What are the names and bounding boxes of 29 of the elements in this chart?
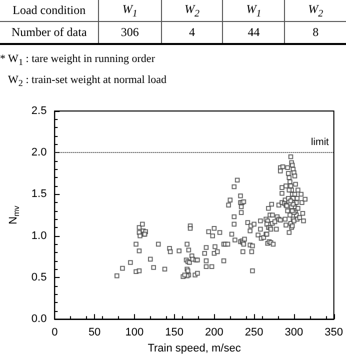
y-tick-label: 1.0 (31, 230, 47, 242)
x-tick-label: 0 (52, 326, 58, 339)
x-tick-label: 150 (165, 326, 184, 339)
x-tick-label: 100 (125, 326, 144, 339)
text: 306 (120, 25, 139, 40)
y-tick-label: 0.0 (31, 313, 47, 326)
text: Number of data (11, 25, 87, 40)
text: W$_{2}$ (308, 2, 324, 20)
text: 8 (312, 25, 319, 40)
x-tick-label: 200 (205, 326, 224, 339)
y-tick-label: 2.5 (31, 105, 47, 117)
text: W$_{1}$ (122, 2, 138, 20)
x-tick-label: 50 (88, 326, 101, 339)
text: * W$_{1}$ : tare weight in running order (0, 53, 155, 68)
text: W$_{1}$ (246, 2, 262, 20)
x-tick-label: 250 (244, 326, 264, 339)
y-axis-title: Nmv (8, 206, 21, 224)
text: 44 (248, 25, 260, 40)
y-tick-label: 0.5 (31, 271, 47, 284)
text: W$_{2}$ (184, 2, 200, 20)
ref-line-label: limit (311, 137, 330, 148)
text: W$_{2}$ : train-set weight at normal load (8, 74, 167, 88)
text: 4 (188, 25, 195, 40)
x-axis-title: Train speed, m/sec (148, 342, 242, 354)
y-tick-label: 1.5 (31, 188, 47, 200)
x-tick-label: 300 (284, 326, 304, 339)
text: Load condition (12, 3, 86, 18)
x-tick-label: 350 (324, 326, 344, 339)
y-tick-label: 2.0 (31, 146, 47, 159)
